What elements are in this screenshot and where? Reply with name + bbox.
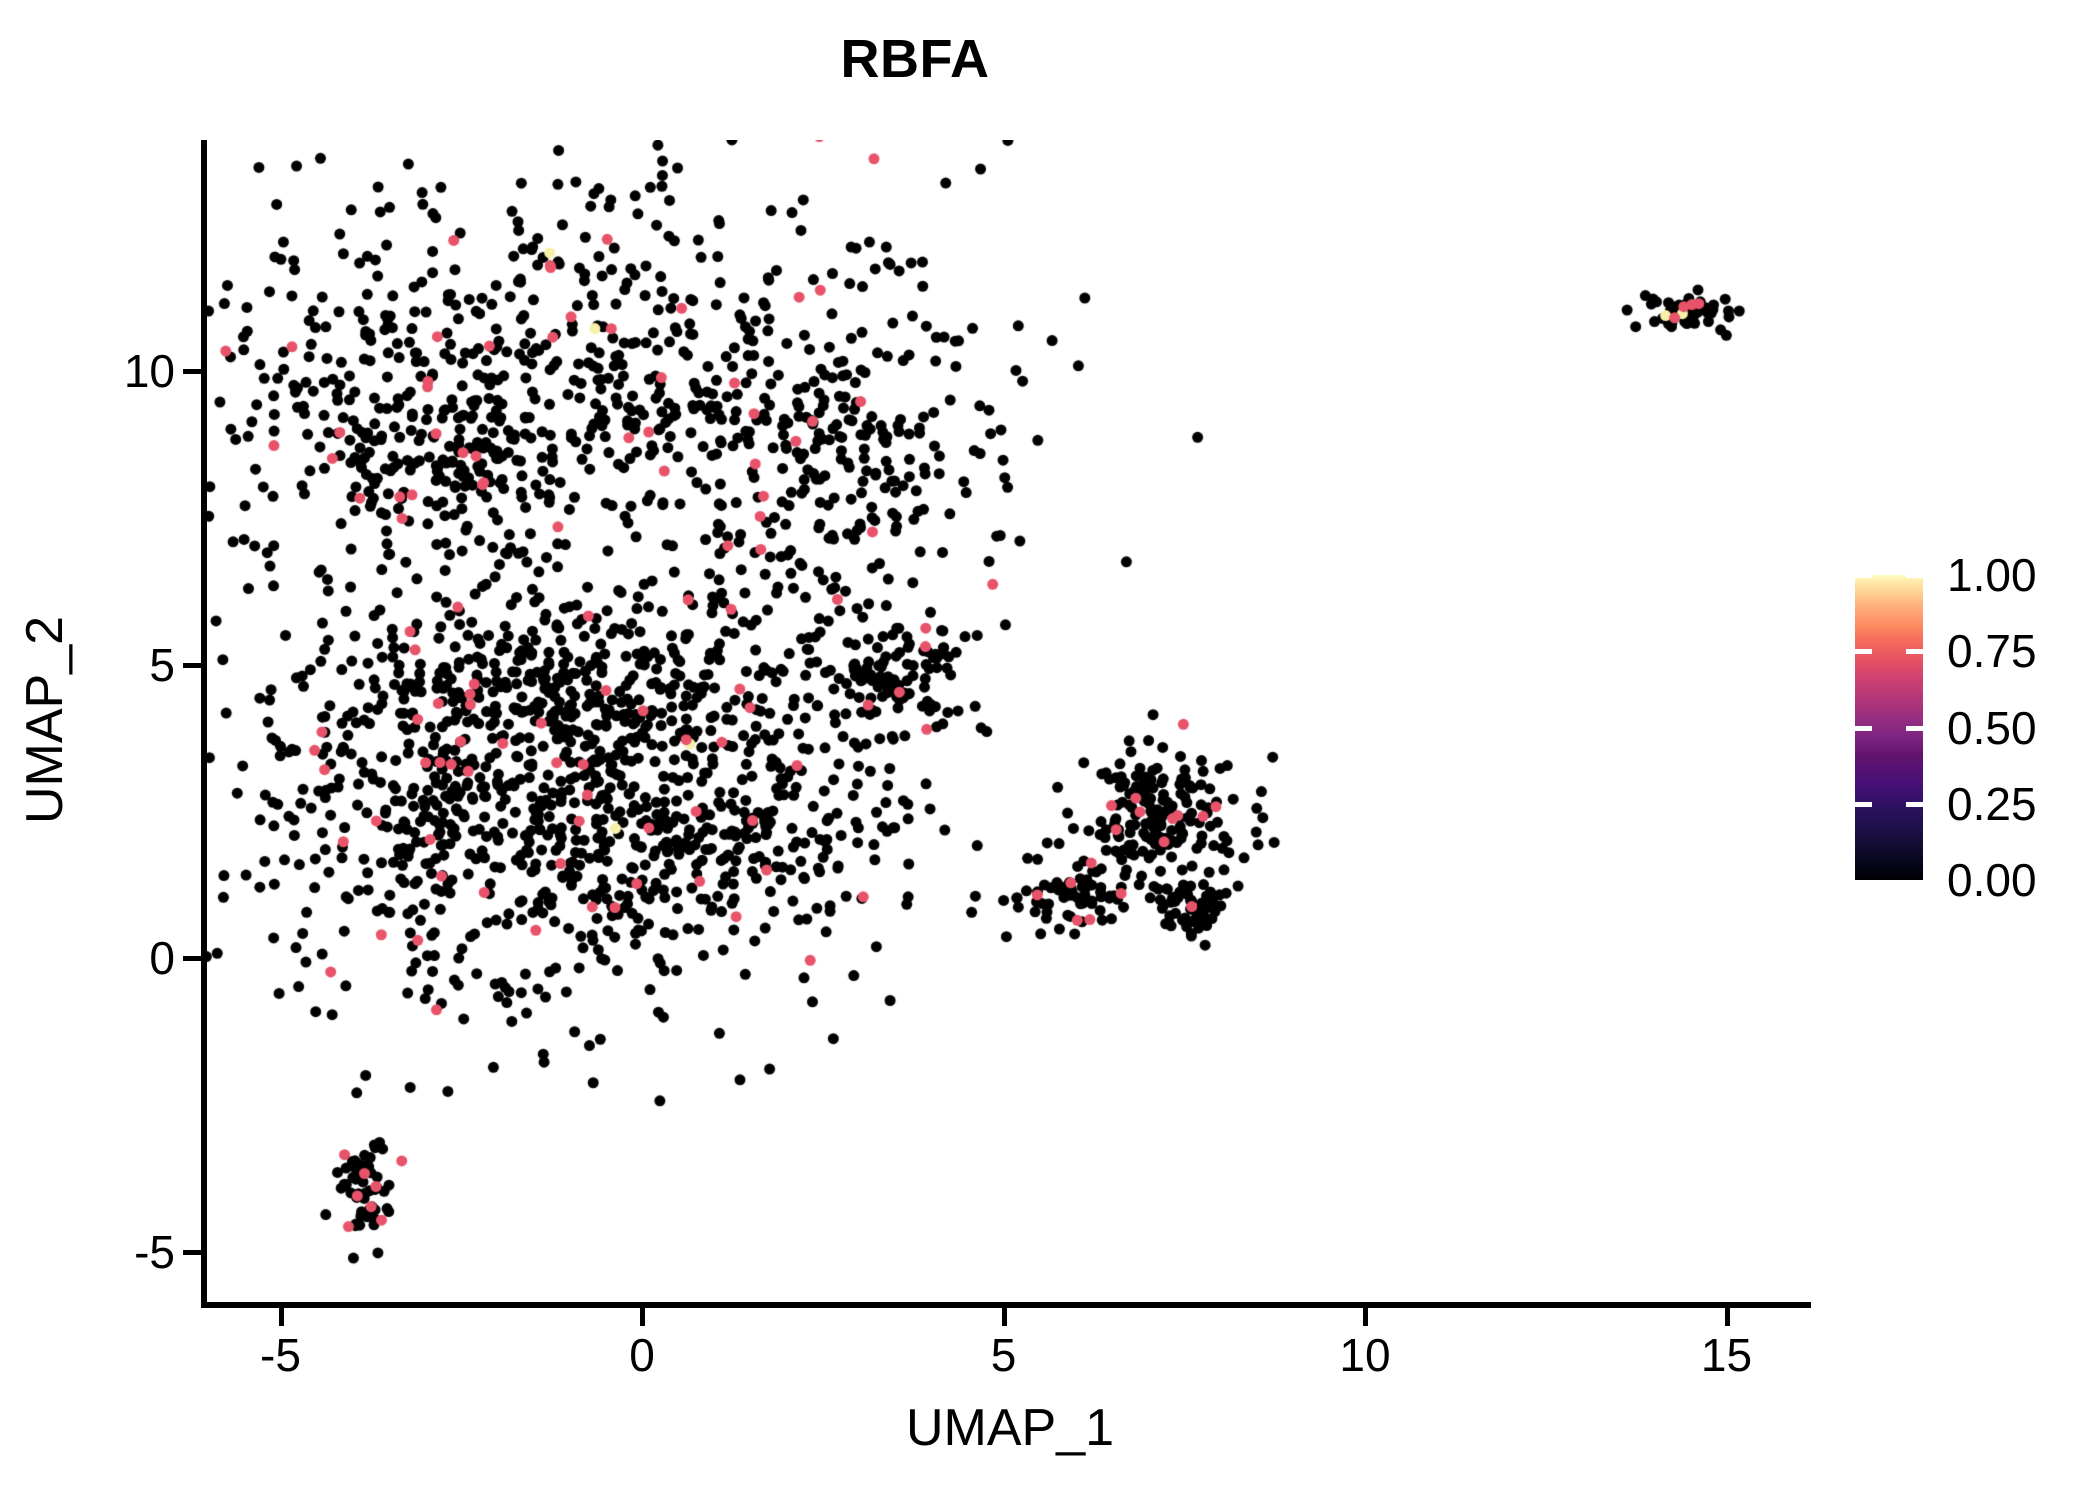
y-tick-mark xyxy=(183,662,201,668)
y-tick-label: 10 xyxy=(123,345,175,397)
x-axis-title: UMAP_1 xyxy=(905,1399,1115,1457)
y-tick-label: 0 xyxy=(149,932,175,984)
x-tick-mark xyxy=(640,1308,645,1326)
colorbar-tick-label: 0.25 xyxy=(1947,777,2037,830)
scatter-plot-panel xyxy=(205,140,1810,1305)
scatter-points-canvas xyxy=(205,140,1810,1305)
y-axis-title: UMAP_2 xyxy=(16,615,74,825)
colorbar-tick-label: 1.00 xyxy=(1947,549,2037,601)
colorbar-tick-label: 0.50 xyxy=(1947,701,2037,754)
x-tick-label: 5 xyxy=(990,1329,1017,1381)
colorbar-tick-mark xyxy=(1906,725,1923,731)
x-tick-mark xyxy=(1724,1308,1730,1326)
x-tick-mark xyxy=(1363,1308,1368,1326)
colorbar-tick-label: 0.00 xyxy=(1947,854,2037,906)
y-axis-line xyxy=(201,140,207,1308)
x-tick-mark xyxy=(278,1308,284,1326)
y-tick-label: 5 xyxy=(149,638,175,691)
y-tick-mark xyxy=(183,1249,201,1255)
colorbar-tick-mark xyxy=(1906,649,1923,655)
colorbar-tick-mark xyxy=(1855,573,1872,578)
colorbar-tick-mark xyxy=(1855,725,1872,731)
x-tick-label: 0 xyxy=(629,1329,655,1381)
colorbar-tick-mark xyxy=(1906,801,1923,807)
y-tick-label: -5 xyxy=(134,1225,175,1278)
page-title: RBFA xyxy=(840,29,990,89)
colorbar-tick-label: 0.75 xyxy=(1947,625,2037,678)
x-tick-label: 15 xyxy=(1700,1329,1753,1381)
x-tick-label: 10 xyxy=(1339,1329,1391,1381)
x-tick-mark xyxy=(1001,1308,1007,1326)
x-axis-line xyxy=(201,1302,1811,1308)
y-tick-mark xyxy=(183,956,201,961)
colorbar-legend[interactable]: 0.00 0.25 0.50 0.75 1.00 xyxy=(1855,552,2075,903)
colorbar-tick-mark xyxy=(1855,649,1872,655)
x-tick-label: -5 xyxy=(260,1329,301,1381)
y-tick-mark xyxy=(183,369,201,374)
colorbar-tick-mark xyxy=(1906,573,1923,578)
colorbar-tick-mark xyxy=(1855,801,1872,807)
